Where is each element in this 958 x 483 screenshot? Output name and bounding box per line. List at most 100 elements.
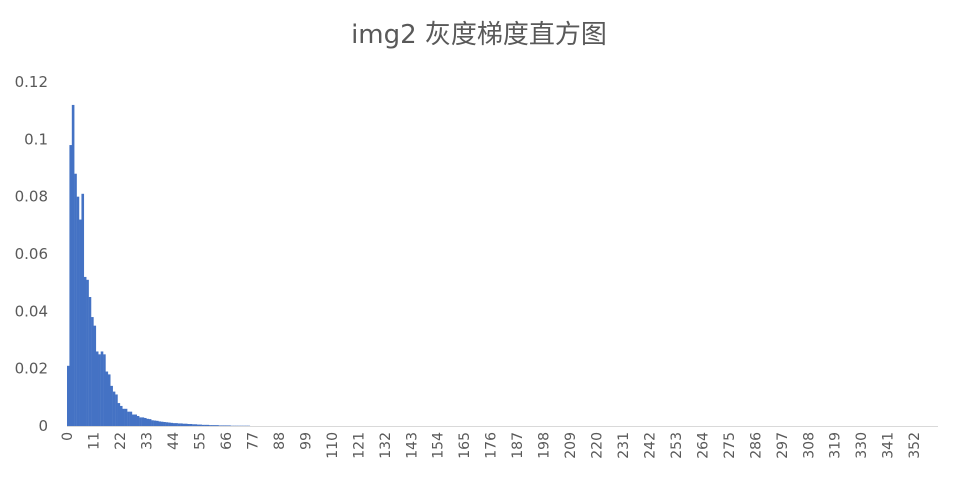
histogram-bar <box>93 325 97 426</box>
histogram-bar <box>160 421 164 426</box>
histogram-bar <box>225 425 229 426</box>
x-tick-label: 275 <box>722 432 738 459</box>
x-tick-label: 330 <box>854 432 870 459</box>
x-tick-label: 308 <box>801 432 817 459</box>
histogram-bar <box>103 354 106 426</box>
histogram-bar <box>184 423 188 426</box>
histogram-bar <box>172 423 176 426</box>
histogram-bar <box>165 422 169 426</box>
histogram-bar <box>127 411 130 426</box>
y-tick-label: 0.02 <box>15 360 48 378</box>
histogram-bar <box>194 424 198 426</box>
histogram-bar <box>91 317 94 426</box>
x-tick-label: 198 <box>537 432 553 459</box>
histogram-bar <box>223 425 227 426</box>
x-tick-label: 242 <box>643 432 659 459</box>
histogram-bar <box>129 411 133 426</box>
x-tick-label: 121 <box>351 432 367 459</box>
histogram-bar <box>247 425 251 427</box>
histogram-bar <box>242 425 246 427</box>
histogram-bar <box>76 196 80 426</box>
x-tick-label: 319 <box>828 432 844 459</box>
x-tick-label: 165 <box>457 432 473 459</box>
bars-group <box>67 104 251 427</box>
x-tick-label: 154 <box>431 432 447 459</box>
histogram-bar <box>158 421 162 426</box>
histogram-bar <box>156 420 159 426</box>
histogram-bar <box>107 374 111 426</box>
x-tick-label: 11 <box>87 432 103 450</box>
histogram-bar <box>139 417 142 426</box>
histogram-bar <box>216 425 219 426</box>
histogram-bar <box>201 424 205 426</box>
histogram-bar <box>124 408 128 426</box>
x-tick-label: 66 <box>219 432 235 450</box>
y-tick-label: 0.06 <box>15 245 48 263</box>
x-tick-label: 209 <box>563 432 579 459</box>
histogram-bar <box>182 423 186 426</box>
y-tick-label: 0.08 <box>15 188 48 206</box>
histogram-bar <box>110 385 113 426</box>
x-tick-label: 264 <box>695 432 711 459</box>
histogram-bar <box>192 424 195 426</box>
y-tick-label: 0 <box>38 417 48 435</box>
x-tick-label: 220 <box>590 432 606 459</box>
histogram-bar <box>177 423 181 426</box>
x-tick-label: 132 <box>378 432 394 459</box>
x-tick-labels: 0 11 22 33 44 55 66 77 88 99 110 121 132 143 154 165 176… <box>60 432 923 459</box>
histogram-bar <box>98 354 101 426</box>
histogram-bar <box>153 420 157 426</box>
histogram-bar <box>218 425 222 426</box>
histogram-bar <box>168 422 171 426</box>
histogram-bar <box>196 424 200 426</box>
x-tick-label: 33 <box>140 432 156 450</box>
histogram-bar <box>86 279 89 426</box>
x-tick-label: 176 <box>484 432 500 459</box>
x-tick-label: 22 <box>113 432 129 450</box>
histogram-bar <box>151 420 154 426</box>
x-tick-label: 77 <box>246 432 262 450</box>
histogram-bar <box>220 425 224 426</box>
y-tick-label: 0.04 <box>15 302 48 320</box>
histogram-bar <box>131 414 135 426</box>
histogram-bar <box>100 351 104 426</box>
histogram-bar <box>119 405 123 426</box>
histogram-bar <box>134 414 137 426</box>
histogram-bar <box>83 276 87 426</box>
x-tick-label: 44 <box>166 432 182 450</box>
histogram-bar <box>230 425 234 427</box>
x-tick-label: 143 <box>404 432 420 459</box>
histogram-bar <box>213 425 217 426</box>
histogram-bar <box>117 403 121 426</box>
x-tick-label: 110 <box>325 432 341 459</box>
histogram-bar <box>148 419 152 426</box>
histogram-bar <box>240 425 243 427</box>
histogram-bar <box>88 297 92 426</box>
x-tick-label: 187 <box>510 432 526 459</box>
histogram-bar <box>208 425 212 426</box>
histogram-bar <box>136 415 140 426</box>
histogram-bar <box>122 408 125 426</box>
histogram-bar <box>235 425 239 427</box>
histogram-bar <box>81 193 85 426</box>
y-tick-label: 0.1 <box>24 130 48 148</box>
x-tick-label: 231 <box>616 432 632 459</box>
histogram-bar <box>79 219 82 426</box>
histogram-bar <box>170 422 174 426</box>
histogram-bar <box>204 424 207 426</box>
x-tick-label: 352 <box>907 432 923 459</box>
histogram-bar <box>95 351 99 426</box>
x-tick-label: 99 <box>298 432 314 450</box>
histogram-bar <box>67 365 70 426</box>
y-tick-labels: 0 0.02 0.04 0.06 0.08 0.1 0.12 <box>15 73 48 435</box>
x-tick-label: 286 <box>748 432 764 459</box>
histogram-bar <box>206 424 210 426</box>
histogram-bar <box>228 425 231 426</box>
histogram-bar <box>211 425 214 426</box>
histogram-bar <box>69 145 73 426</box>
histogram-bar <box>112 391 116 426</box>
x-tick-label: 88 <box>272 432 288 450</box>
histogram-bar <box>187 423 190 426</box>
